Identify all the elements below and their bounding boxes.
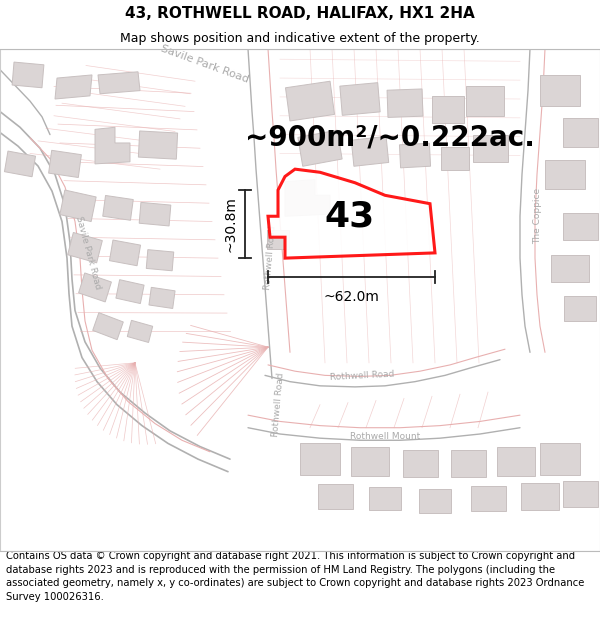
Polygon shape bbox=[55, 75, 92, 99]
Bar bbox=[149, 288, 175, 309]
Polygon shape bbox=[268, 169, 435, 258]
Bar bbox=[473, 134, 508, 162]
Text: 43, ROTHWELL ROAD, HALIFAX, HX1 2HA: 43, ROTHWELL ROAD, HALIFAX, HX1 2HA bbox=[125, 6, 475, 21]
Bar bbox=[146, 249, 174, 271]
Bar bbox=[432, 96, 464, 122]
Bar bbox=[400, 143, 431, 168]
Bar bbox=[60, 190, 96, 221]
Bar bbox=[286, 81, 335, 121]
Bar bbox=[139, 131, 178, 159]
Text: ~62.0m: ~62.0m bbox=[323, 289, 379, 304]
Polygon shape bbox=[95, 127, 130, 164]
Bar bbox=[470, 486, 505, 511]
Bar bbox=[369, 488, 401, 511]
Bar bbox=[564, 296, 596, 321]
Bar bbox=[545, 160, 585, 189]
Polygon shape bbox=[285, 179, 330, 216]
Bar bbox=[300, 443, 340, 475]
Bar bbox=[298, 130, 342, 166]
Bar bbox=[139, 202, 171, 226]
Bar bbox=[403, 450, 437, 477]
Bar bbox=[79, 273, 112, 302]
Text: Savile Park Road: Savile Park Road bbox=[74, 216, 102, 291]
Polygon shape bbox=[98, 72, 140, 94]
Text: Map shows position and indicative extent of the property.: Map shows position and indicative extent… bbox=[120, 31, 480, 44]
Bar bbox=[451, 450, 485, 477]
Bar bbox=[4, 151, 35, 177]
Bar bbox=[317, 484, 353, 509]
Text: Rothwell Road: Rothwell Road bbox=[271, 372, 285, 438]
Text: ~30.8m: ~30.8m bbox=[223, 196, 237, 252]
Bar bbox=[551, 255, 589, 282]
Bar bbox=[351, 136, 389, 166]
Bar bbox=[267, 230, 289, 249]
Bar bbox=[387, 89, 423, 118]
Bar bbox=[127, 321, 152, 342]
Text: Rothwell Road: Rothwell Road bbox=[329, 369, 394, 381]
Bar bbox=[466, 86, 504, 116]
Text: Savile Park Road: Savile Park Road bbox=[160, 44, 250, 85]
Bar bbox=[540, 75, 580, 106]
Bar bbox=[419, 489, 451, 512]
Bar bbox=[351, 446, 389, 476]
Bar bbox=[93, 312, 123, 339]
Bar bbox=[109, 240, 140, 266]
Bar bbox=[563, 481, 598, 507]
Bar bbox=[441, 147, 469, 170]
Text: 43: 43 bbox=[325, 199, 375, 233]
Bar bbox=[49, 151, 82, 178]
Bar bbox=[521, 483, 559, 511]
Bar bbox=[116, 280, 144, 304]
Bar bbox=[540, 443, 580, 475]
Text: Rothwell Road: Rothwell Road bbox=[263, 226, 277, 291]
Text: The Coppice: The Coppice bbox=[533, 188, 542, 244]
Bar bbox=[68, 232, 103, 263]
Bar bbox=[563, 213, 598, 241]
Text: Rothwell Mount: Rothwell Mount bbox=[350, 432, 420, 441]
Bar bbox=[12, 62, 44, 88]
Bar bbox=[563, 118, 598, 147]
Text: ~900m²/~0.222ac.: ~900m²/~0.222ac. bbox=[245, 124, 535, 152]
Bar bbox=[497, 446, 535, 476]
Text: Contains OS data © Crown copyright and database right 2021. This information is : Contains OS data © Crown copyright and d… bbox=[6, 551, 584, 602]
Bar bbox=[340, 82, 380, 116]
Bar bbox=[103, 196, 133, 220]
